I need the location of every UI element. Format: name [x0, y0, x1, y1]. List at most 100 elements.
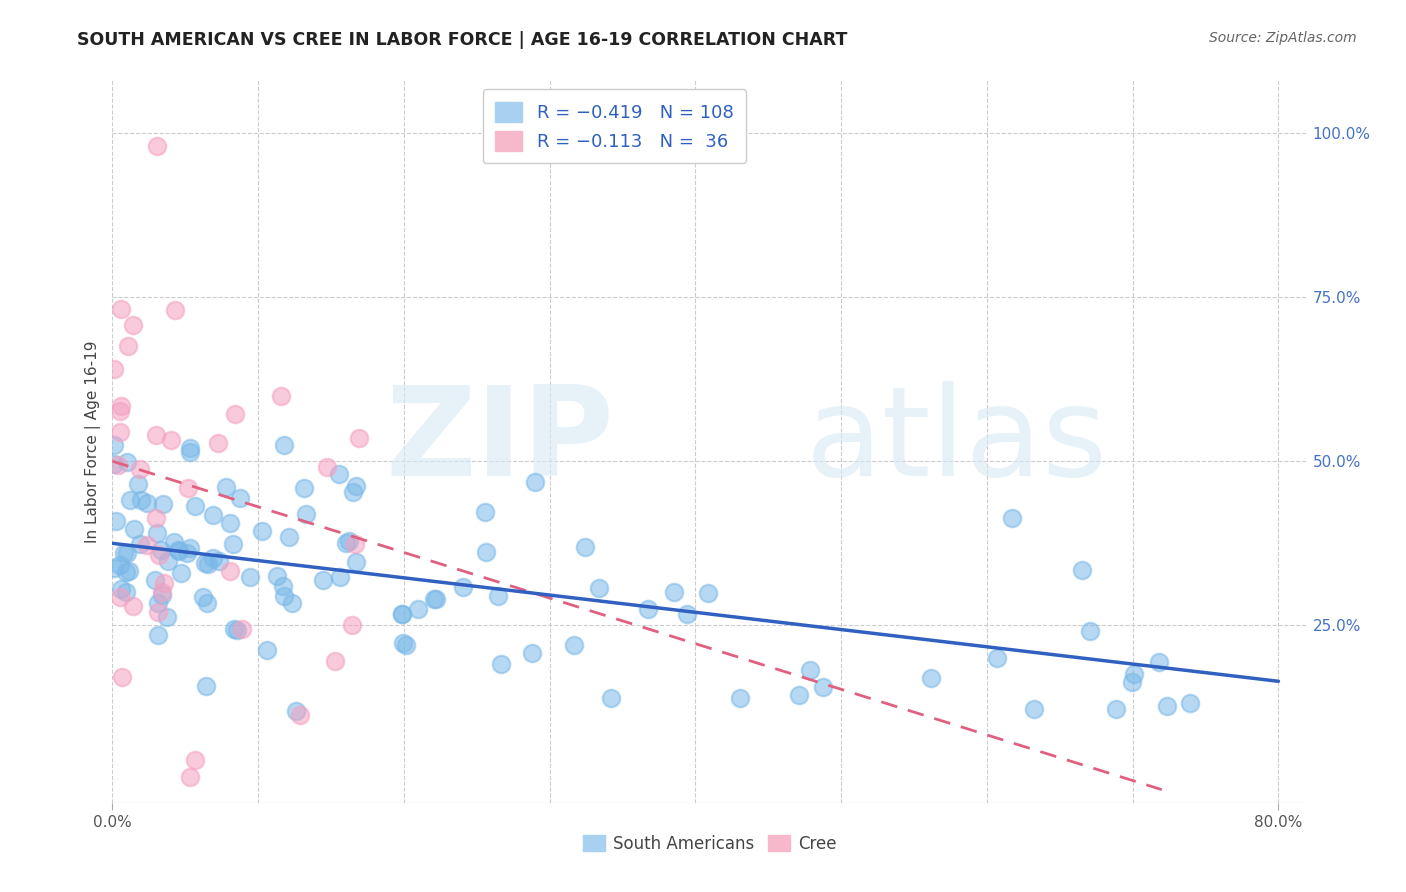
- Point: [195, 679, 218, 693]
- Point: [574, 540, 596, 554]
- Point: [395, 638, 418, 652]
- Point: [224, 407, 246, 421]
- Point: [129, 462, 152, 476]
- Point: [152, 497, 174, 511]
- Point: [108, 403, 131, 417]
- Point: [344, 555, 367, 569]
- Point: [277, 530, 299, 544]
- Point: [329, 570, 352, 584]
- Legend: South Americans, Cree: South Americans, Cree: [576, 828, 844, 860]
- Point: [122, 599, 145, 613]
- Point: [486, 589, 509, 603]
- Point: [150, 543, 173, 558]
- Point: [145, 427, 167, 442]
- Point: [105, 514, 128, 528]
- Point: [184, 499, 207, 513]
- Point: [110, 399, 132, 413]
- Point: [813, 680, 835, 694]
- Point: [697, 586, 720, 600]
- Point: [425, 591, 447, 606]
- Point: [920, 672, 942, 686]
- Point: [799, 663, 821, 677]
- Point: [129, 493, 152, 508]
- Point: [110, 301, 132, 316]
- Point: [170, 566, 193, 580]
- Point: [391, 607, 413, 621]
- Point: [288, 708, 311, 723]
- Point: [273, 438, 295, 452]
- Point: [328, 467, 350, 481]
- Point: [295, 507, 318, 521]
- Text: atlas: atlas: [806, 381, 1108, 502]
- Point: [451, 580, 474, 594]
- Point: [408, 602, 430, 616]
- Point: [156, 610, 179, 624]
- Point: [520, 646, 543, 660]
- Point: [108, 425, 131, 439]
- Point: [662, 585, 685, 599]
- Point: [1024, 702, 1046, 716]
- Point: [392, 635, 415, 649]
- Point: [312, 573, 335, 587]
- Point: [1105, 702, 1128, 716]
- Point: [167, 543, 190, 558]
- Point: [103, 438, 125, 452]
- Point: [163, 303, 186, 318]
- Point: [344, 537, 367, 551]
- Point: [281, 596, 304, 610]
- Point: [1071, 563, 1094, 577]
- Point: [179, 445, 201, 459]
- Point: [588, 582, 610, 596]
- Point: [103, 457, 125, 471]
- Point: [1078, 624, 1101, 638]
- Point: [222, 537, 245, 551]
- Point: [208, 554, 231, 568]
- Point: [1147, 655, 1170, 669]
- Point: [599, 690, 621, 705]
- Point: [194, 556, 217, 570]
- Point: [562, 639, 585, 653]
- Text: Source: ZipAtlas.com: Source: ZipAtlas.com: [1209, 31, 1357, 45]
- Point: [176, 546, 198, 560]
- Point: [179, 441, 201, 455]
- Point: [191, 590, 214, 604]
- Point: [118, 564, 141, 578]
- Point: [728, 690, 751, 705]
- Point: [103, 561, 125, 575]
- Point: [124, 522, 146, 536]
- Point: [637, 602, 659, 616]
- Point: [1121, 674, 1143, 689]
- Point: [219, 516, 242, 530]
- Point: [222, 622, 245, 636]
- Point: [239, 570, 262, 584]
- Point: [150, 584, 173, 599]
- Point: [271, 579, 294, 593]
- Point: [342, 485, 364, 500]
- Point: [115, 585, 138, 599]
- Point: [229, 491, 252, 505]
- Point: [675, 607, 697, 621]
- Point: [266, 568, 288, 582]
- Point: [256, 643, 278, 657]
- Point: [225, 623, 247, 637]
- Text: ZIP: ZIP: [385, 381, 614, 502]
- Point: [127, 477, 149, 491]
- Point: [108, 591, 131, 605]
- Point: [153, 576, 176, 591]
- Point: [162, 534, 184, 549]
- Point: [475, 544, 498, 558]
- Point: [146, 139, 169, 153]
- Point: [986, 650, 1008, 665]
- Point: [197, 596, 219, 610]
- Point: [231, 622, 253, 636]
- Point: [197, 557, 219, 571]
- Point: [1180, 696, 1202, 710]
- Point: [325, 654, 347, 668]
- Point: [117, 455, 139, 469]
- Point: [156, 554, 179, 568]
- Point: [112, 546, 135, 560]
- Point: [292, 481, 315, 495]
- Point: [344, 479, 367, 493]
- Point: [122, 318, 145, 332]
- Point: [148, 605, 170, 619]
